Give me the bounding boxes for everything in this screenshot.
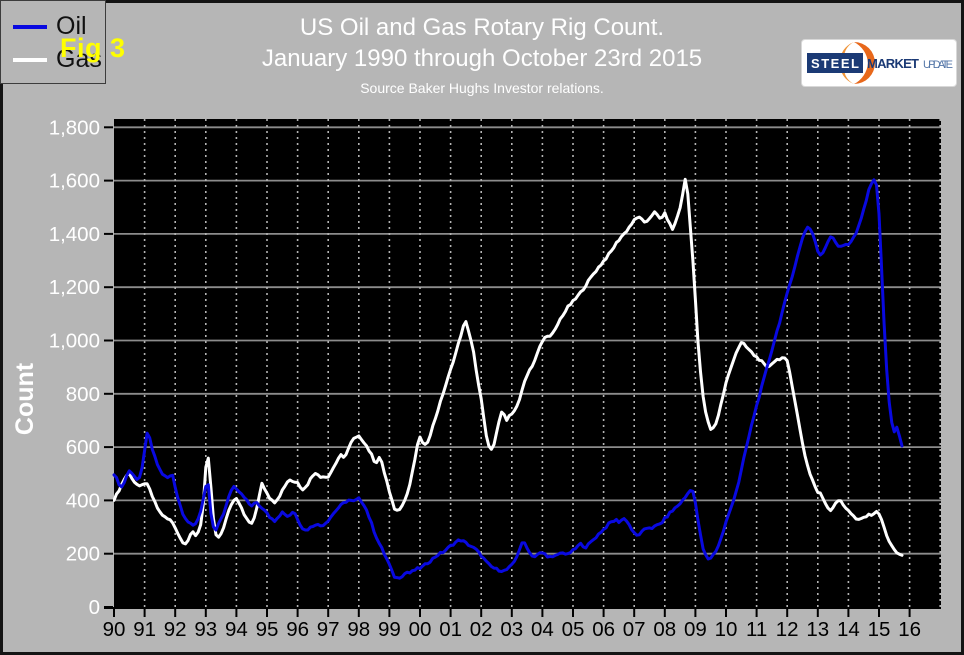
- y-axis-title: Count: [11, 362, 39, 436]
- y-tick-label: 1,400: [49, 223, 100, 246]
- y-tick-label: 1,200: [49, 276, 100, 299]
- gas-line-swatch: [13, 57, 47, 62]
- x-tick-label: 99: [378, 618, 401, 641]
- x-tick-label: 97: [317, 618, 340, 641]
- logo-steel-text: STEEL: [811, 56, 859, 71]
- x-tick-label: 12: [776, 618, 799, 641]
- y-tick-label: 1,600: [49, 170, 100, 193]
- x-tick-label: 00: [409, 618, 432, 641]
- x-tick-label: 06: [592, 618, 615, 641]
- y-tick-label: 0: [89, 596, 100, 619]
- oil-line-swatch: [13, 24, 47, 29]
- x-tick-label: 96: [286, 618, 309, 641]
- source-caption: Source Baker Hughs Investor relations.: [360, 80, 604, 96]
- y-tick-label: 800: [66, 383, 100, 406]
- y-tick-label: 1,800: [49, 116, 100, 139]
- x-tick-label: 95: [256, 618, 279, 641]
- x-tick-label: 07: [623, 618, 646, 641]
- x-tick-label: 04: [531, 618, 554, 641]
- oil-line: [112, 178, 904, 580]
- x-tick-label: 02: [470, 618, 493, 641]
- chart-subtitle: January 1990 through October 23rd 2015: [261, 45, 703, 72]
- figure-number-label: Fig 3: [60, 33, 126, 63]
- x-tick-label: 94: [225, 618, 248, 641]
- x-tick-label: 10: [715, 618, 738, 641]
- y-tick-label: 200: [66, 543, 100, 566]
- x-tick-label: 14: [837, 618, 860, 641]
- x-tick-label: 98: [347, 618, 370, 641]
- legend-label-gas: Gas: [56, 45, 102, 73]
- y-tick-label: 600: [66, 436, 100, 459]
- x-tick-label: 91: [133, 618, 156, 641]
- x-tick-label: 13: [806, 618, 829, 641]
- x-tick-label: 15: [868, 618, 891, 641]
- y-tick-label: 400: [66, 489, 100, 512]
- x-tick-label: 08: [653, 618, 676, 641]
- x-tick-label: 90: [103, 618, 126, 641]
- legend: Oil Gas: [0, 0, 106, 84]
- x-tick-label: 01: [439, 618, 462, 641]
- gas-line: [112, 177, 904, 557]
- logo-steel-box: [807, 53, 863, 73]
- plot-area: [114, 119, 941, 607]
- steel-market-update-logo: STEEL MARKET UPDATE: [802, 40, 956, 86]
- x-tick-label: 09: [684, 618, 707, 641]
- logo-graphic: STEEL MARKET UPDATE: [807, 42, 953, 84]
- x-tick-label: 11: [746, 618, 767, 641]
- x-tick-label: 92: [164, 618, 187, 641]
- x-tick-label: 05: [562, 618, 585, 641]
- logo-update-text: UPDATE: [923, 59, 953, 71]
- legend-item-gas: Gas: [13, 43, 105, 76]
- y-tick-label: 1,000: [49, 330, 100, 353]
- x-tick-label: 03: [500, 618, 523, 641]
- logo-crescent-icon: [839, 42, 875, 84]
- logo-market-text: MARKET: [867, 56, 919, 71]
- chart-title: US Oil and Gas Rotary Rig Count.: [299, 14, 665, 41]
- legend-item-oil: Oil: [13, 10, 105, 43]
- legend-label-oil: Oil: [56, 12, 87, 40]
- x-tick-label: 93: [194, 618, 217, 641]
- x-tick-label: 16: [898, 618, 921, 641]
